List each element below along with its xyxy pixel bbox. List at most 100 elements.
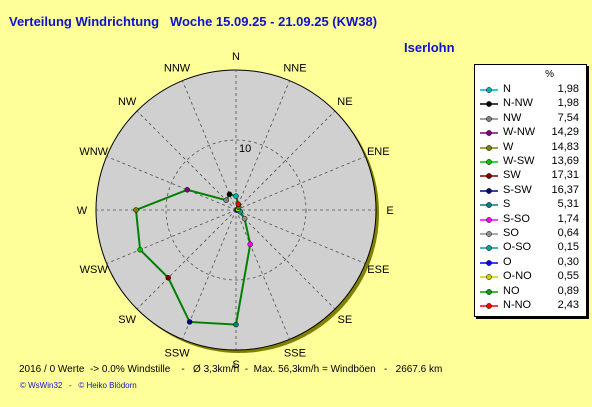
data-point-nw xyxy=(223,197,229,203)
direction-label-nnw: NNW xyxy=(164,63,191,75)
direction-label-wsw: WSW xyxy=(80,264,109,276)
data-point-s-so xyxy=(247,241,253,248)
legend-label: S xyxy=(503,198,511,211)
legend-item-nw: NW 7,54 xyxy=(475,112,586,126)
data-point-s-sw xyxy=(186,319,193,325)
legend-item-s: S 5,31 xyxy=(475,198,586,212)
legend-marker-icon xyxy=(480,303,498,309)
data-point-n xyxy=(233,193,239,199)
legend-marker-icon xyxy=(480,202,498,209)
data-point-n-nw xyxy=(226,191,233,198)
data-point-n-no xyxy=(235,201,242,207)
legend-label: NW xyxy=(503,111,522,124)
ring-label: 10 xyxy=(239,143,251,155)
copyright: © WsWin32 - © Heiko Blödorn xyxy=(20,381,137,390)
legend-value: 0,15 xyxy=(557,241,579,254)
direction-label-wnw: WNW xyxy=(79,146,108,158)
legend-label: O xyxy=(503,255,512,268)
legend-item-w: W 14,83 xyxy=(475,141,586,155)
data-point-sw xyxy=(165,275,171,281)
direction-label-ne: NE xyxy=(337,96,352,108)
legend-marker-icon xyxy=(480,245,498,252)
legend-item-n-no: N-NO 2,43 xyxy=(475,299,586,313)
direction-label-ene: ENE xyxy=(367,146,390,158)
legend-marker-icon xyxy=(480,259,498,266)
legend-item-so: SO 0,64 xyxy=(475,227,586,241)
legend-label: N-NO xyxy=(503,299,532,311)
legend-label: W-NW xyxy=(503,126,536,139)
legend-label: O-SO xyxy=(503,241,532,254)
direction-label-s: S xyxy=(232,359,239,371)
legend-marker-icon xyxy=(480,231,498,237)
legend-label: N-NW xyxy=(503,97,533,110)
spoke-ene xyxy=(235,156,366,211)
legend-value: 7,54 xyxy=(557,111,579,124)
legend-label: W xyxy=(503,140,514,153)
legend-marker-icon xyxy=(480,216,498,223)
legend-value: 14,29 xyxy=(551,126,579,139)
legend-marker-icon xyxy=(480,115,498,122)
legend-item-o-no: O-NO 0,55 xyxy=(475,270,586,284)
legend-label: S-SO xyxy=(503,212,530,225)
direction-label-nw: NW xyxy=(118,96,137,108)
footer-stats: 2016 / 0 Werte -> 0.0% Windstille - Ø 3,… xyxy=(19,364,443,375)
direction-label-sw: SW xyxy=(118,314,136,326)
legend-item-n: N 1,98 xyxy=(475,83,586,97)
data-point-s xyxy=(233,321,239,328)
legend-marker-icon xyxy=(480,274,498,281)
legend-value: 17,31 xyxy=(551,169,579,182)
legend-value: 0,55 xyxy=(557,270,579,283)
spoke-ese xyxy=(235,209,366,264)
legend-value: 0,89 xyxy=(557,284,579,297)
legend-item-w-nw: W-NW 14,29 xyxy=(475,126,586,140)
legend-percent-header: % xyxy=(545,69,554,80)
legend: % N 1,98 N-NW 1,98 NW 7,54 W-NW 14,29 W 14,83 W-SW… xyxy=(474,64,587,317)
direction-label-n: N xyxy=(232,51,240,63)
legend-value: 1,74 xyxy=(557,212,579,225)
legend-marker-icon xyxy=(480,159,498,165)
legend-label: NO xyxy=(503,284,520,297)
legend-value: 0,64 xyxy=(557,227,579,239)
legend-label: SW xyxy=(503,169,521,182)
spoke-wsw xyxy=(106,209,237,264)
legend-value: 13,69 xyxy=(551,155,579,167)
legend-value: 16,37 xyxy=(551,183,579,196)
legend-item-s-sw: S-SW 16,37 xyxy=(475,184,586,198)
legend-label: W-SW xyxy=(503,155,535,167)
legend-item-w-sw: W-SW 13,69 xyxy=(475,155,586,169)
spoke-sw xyxy=(136,209,237,310)
spoke-ne xyxy=(235,110,336,211)
direction-label-se: SE xyxy=(338,314,353,326)
legend-item-s-so: S-SO 1,74 xyxy=(475,213,586,227)
direction-label-w: W xyxy=(77,205,88,217)
legend-value: 2,43 xyxy=(557,299,579,311)
data-point-so xyxy=(241,215,248,222)
spoke-nw xyxy=(136,110,237,211)
legend-marker-icon xyxy=(480,144,498,151)
legend-item-sw: SW 17,31 xyxy=(475,169,586,183)
legend-label: N xyxy=(503,83,511,95)
legend-label: S-SW xyxy=(503,183,532,196)
legend-marker-icon xyxy=(480,87,498,93)
legend-value: 14,83 xyxy=(551,140,579,153)
spoke-nne xyxy=(235,80,290,211)
legend-item-o: O 0,30 xyxy=(475,256,586,270)
legend-value: 1,98 xyxy=(557,83,579,95)
legend-item-o-so: O-SO 0,15 xyxy=(475,241,586,255)
legend-value: 0,30 xyxy=(557,255,579,268)
data-point-w xyxy=(133,207,139,213)
spoke-sse xyxy=(235,209,290,340)
legend-marker-icon xyxy=(480,130,498,137)
legend-marker-icon xyxy=(480,288,498,295)
direction-label-ese: ESE xyxy=(367,264,389,276)
legend-label: SO xyxy=(503,227,519,239)
legend-label: O-NO xyxy=(503,270,532,283)
direction-label-nne: NNE xyxy=(283,63,306,75)
legend-value: 1,98 xyxy=(557,97,579,110)
direction-label-ssw: SSW xyxy=(165,347,191,359)
chart-title: Verteilung Windrichtung Woche 15.09.25 -… xyxy=(9,14,378,29)
legend-value: 5,31 xyxy=(557,198,579,211)
location-label: Iserlohn xyxy=(404,40,455,55)
spoke-wnw xyxy=(106,156,237,211)
